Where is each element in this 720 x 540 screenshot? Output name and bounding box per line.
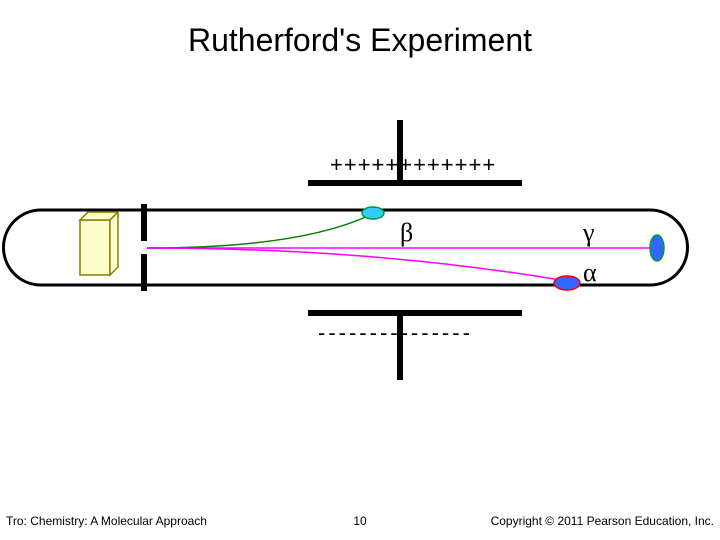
tube-left-cap (4, 210, 42, 285)
alpha-label: α (583, 258, 597, 288)
alpha-spot (554, 276, 580, 290)
gamma-spot (650, 235, 664, 261)
diagram (0, 0, 720, 540)
negative-plate-label: --------------- (318, 320, 473, 346)
beta-spot (362, 207, 384, 219)
beta-label: β (400, 218, 413, 248)
beta-ray (147, 215, 370, 248)
alpha-ray (147, 248, 560, 280)
radioactive-source (80, 220, 110, 275)
gamma-label: γ (583, 218, 595, 248)
footer-right: Copyright © 2011 Pearson Education, Inc. (491, 514, 714, 528)
source-side-face (110, 212, 118, 275)
positive-plate-label: ++++++++++++ (330, 152, 496, 178)
